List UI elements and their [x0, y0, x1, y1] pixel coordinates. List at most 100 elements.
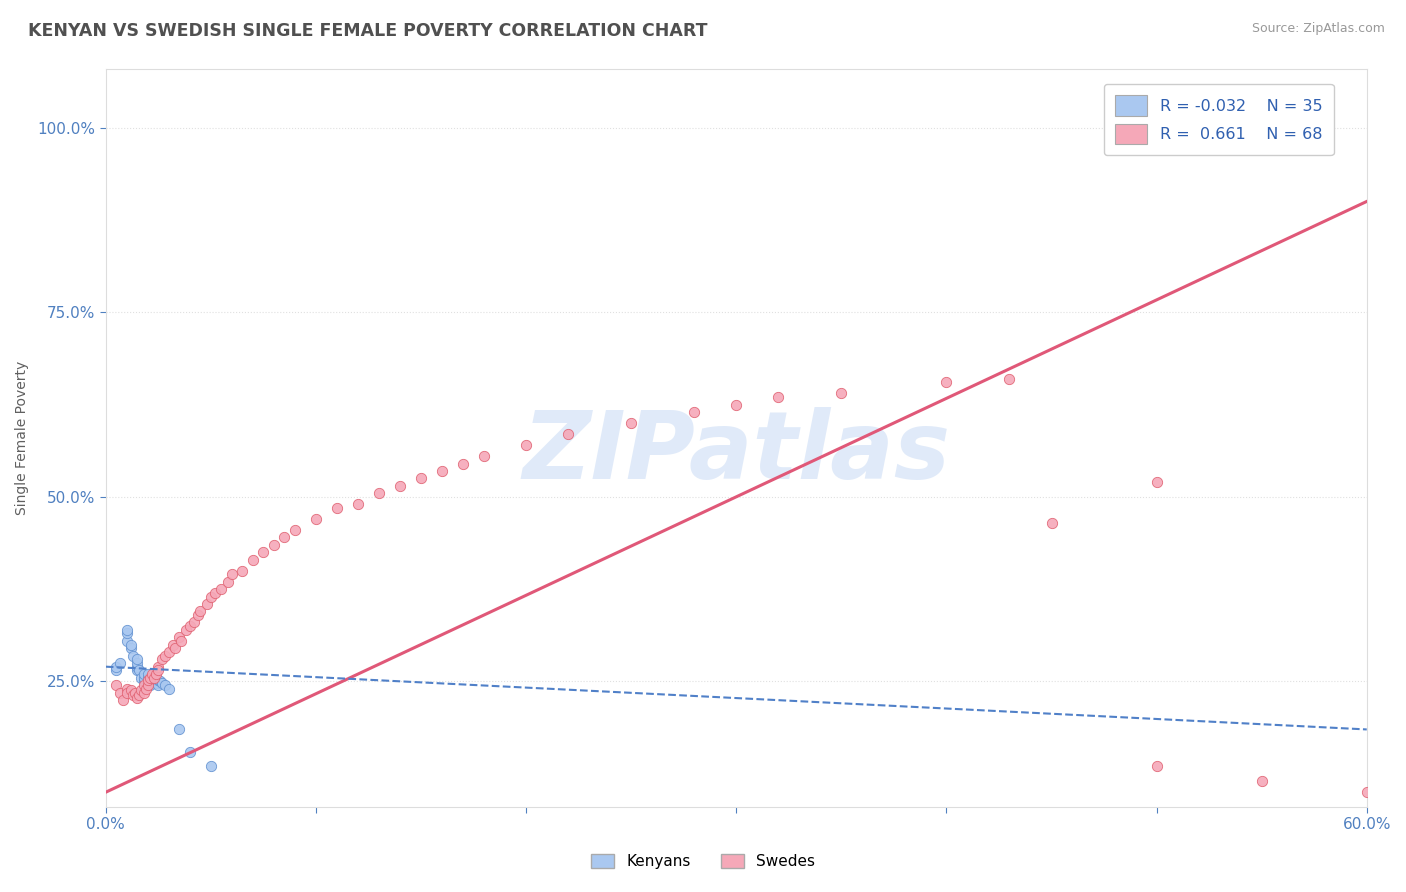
Point: [152, 676, 174, 690]
Point: [115, 633, 138, 648]
Point: [200, 590, 222, 604]
Point: [1250, 774, 1272, 789]
Point: [273, 531, 295, 545]
Point: [110, 685, 132, 699]
Point: [169, 723, 191, 737]
Point: [135, 681, 157, 696]
Point: [105, 664, 128, 678]
Point: [830, 386, 852, 401]
Point: [169, 630, 191, 644]
Point: [127, 659, 149, 673]
Point: [145, 667, 167, 681]
Point: [388, 479, 411, 493]
Point: [183, 615, 205, 630]
Legend: R = -0.032    N = 35, R =  0.661    N = 68: R = -0.032 N = 35, R = 0.661 N = 68: [1104, 84, 1333, 155]
Point: [347, 497, 370, 511]
Point: [139, 671, 162, 685]
Point: [409, 471, 432, 485]
Legend: Kenyans, Swedes: Kenyans, Swedes: [585, 848, 821, 875]
Point: [148, 678, 170, 692]
Point: [1146, 759, 1168, 773]
Point: [128, 688, 150, 702]
Point: [157, 645, 180, 659]
Point: [935, 376, 957, 390]
Point: [170, 633, 193, 648]
Point: [122, 688, 145, 702]
Point: [165, 641, 187, 656]
Point: [221, 567, 243, 582]
Point: [110, 656, 132, 670]
Point: [1040, 516, 1063, 530]
Point: [326, 500, 349, 515]
Point: [136, 674, 159, 689]
Point: [136, 673, 159, 687]
Point: [124, 685, 146, 699]
Point: [120, 683, 142, 698]
Point: [115, 685, 138, 699]
Point: [187, 607, 209, 622]
Point: [141, 674, 163, 689]
Point: [683, 405, 706, 419]
Point: [200, 759, 222, 773]
Point: [115, 626, 138, 640]
Point: [143, 671, 166, 685]
Point: [149, 674, 172, 689]
Y-axis label: Single Female Poverty: Single Female Poverty: [15, 360, 30, 515]
Point: [153, 648, 176, 663]
Point: [252, 545, 274, 559]
Point: [152, 652, 174, 666]
Point: [515, 438, 537, 452]
Point: [132, 685, 155, 699]
Point: [430, 464, 453, 478]
Point: [451, 457, 474, 471]
Text: KENYAN VS SWEDISH SINGLE FEMALE POVERTY CORRELATION CHART: KENYAN VS SWEDISH SINGLE FEMALE POVERTY …: [28, 22, 707, 40]
Point: [132, 674, 155, 689]
Point: [195, 597, 218, 611]
Point: [120, 638, 142, 652]
Point: [368, 486, 391, 500]
Point: [136, 678, 159, 692]
Point: [179, 619, 201, 633]
Point: [136, 671, 159, 685]
Point: [620, 416, 643, 430]
Point: [132, 667, 155, 681]
Point: [1355, 785, 1378, 799]
Point: [105, 659, 128, 673]
Point: [111, 693, 134, 707]
Point: [725, 397, 748, 411]
Point: [998, 372, 1021, 386]
Point: [242, 552, 264, 566]
Point: [132, 678, 155, 692]
Point: [127, 652, 149, 666]
Point: [132, 671, 155, 685]
Point: [131, 671, 153, 685]
Point: [122, 648, 145, 663]
Point: [179, 745, 201, 759]
Point: [115, 681, 138, 696]
Point: [768, 390, 790, 404]
Text: ZIPatlas: ZIPatlas: [522, 407, 950, 499]
Point: [1146, 475, 1168, 489]
Point: [231, 564, 253, 578]
Point: [136, 667, 159, 681]
Point: [162, 638, 184, 652]
Text: Source: ZipAtlas.com: Source: ZipAtlas.com: [1251, 22, 1385, 36]
Point: [305, 512, 328, 526]
Point: [472, 449, 495, 463]
Point: [127, 690, 149, 705]
Point: [141, 667, 163, 681]
Point: [120, 641, 142, 656]
Point: [209, 582, 232, 596]
Point: [136, 678, 159, 692]
Point: [127, 656, 149, 670]
Point: [148, 659, 170, 673]
Point: [143, 671, 166, 685]
Point: [174, 623, 197, 637]
Point: [557, 427, 579, 442]
Point: [157, 681, 180, 696]
Point: [153, 678, 176, 692]
Point: [148, 664, 170, 678]
Point: [145, 676, 167, 690]
Point: [188, 604, 211, 618]
Point: [217, 574, 239, 589]
